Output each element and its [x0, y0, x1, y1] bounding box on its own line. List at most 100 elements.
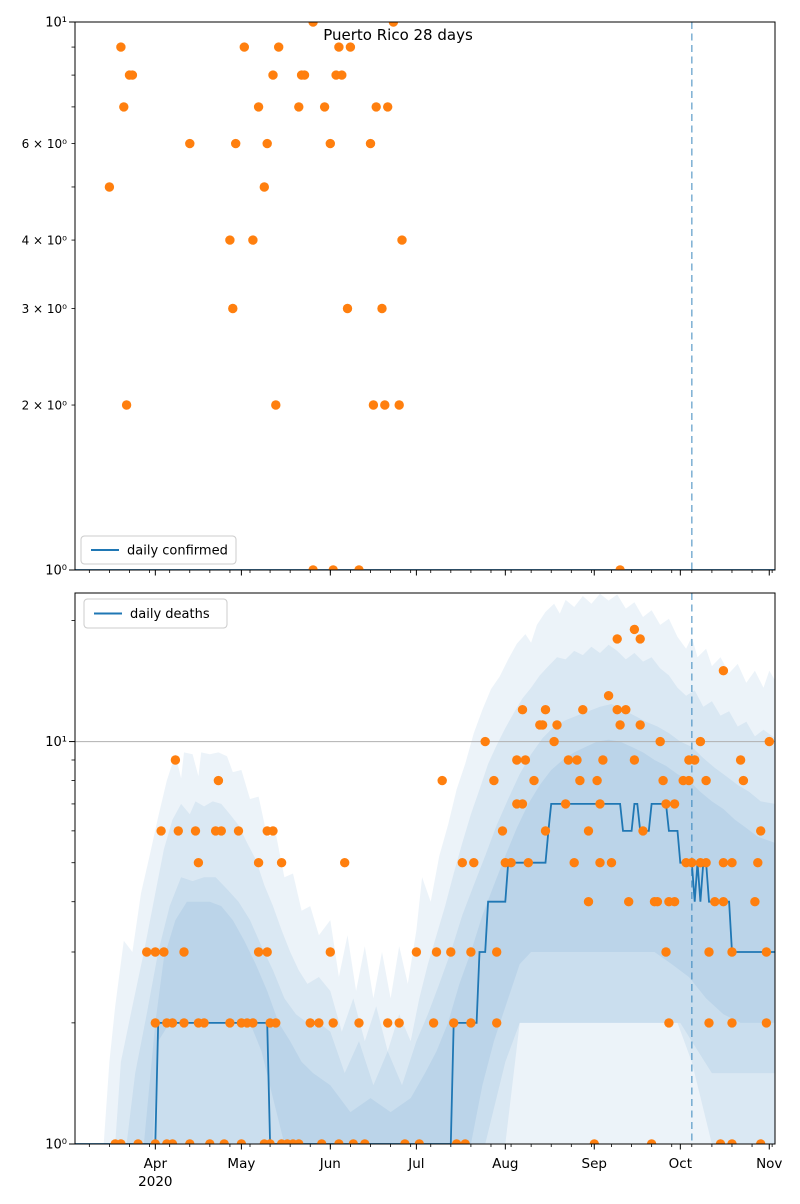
data-point [262, 138, 272, 149]
data-point [595, 799, 605, 809]
data-point [761, 1018, 772, 1028]
data-point [268, 70, 278, 80]
legend-label: daily confirmed [127, 544, 228, 559]
x-tick-label: Oct [669, 1156, 692, 1172]
data-point [265, 1139, 275, 1144]
data-point [271, 1018, 281, 1028]
data-point [629, 624, 640, 635]
data-point [345, 42, 356, 52]
data-point [173, 826, 183, 836]
plot-area [75, 593, 775, 1144]
data-point [179, 1018, 189, 1028]
axes-frame [74, 21, 776, 571]
data-point [167, 1018, 178, 1028]
x-axis-year-label: 2020 [138, 1174, 172, 1190]
data-point [170, 755, 181, 765]
data-point [658, 775, 668, 786]
data-point [308, 565, 318, 570]
data-point [727, 1018, 737, 1028]
data-point [598, 755, 608, 765]
y-tick-label: 6 × 10⁰ [22, 137, 68, 151]
data-point [492, 947, 502, 957]
data-point [328, 565, 338, 570]
axes-frame [74, 592, 776, 1145]
x-tick-label: Apr [144, 1156, 168, 1172]
data-point [690, 755, 700, 765]
data-point [669, 799, 680, 809]
data-point [669, 897, 680, 907]
data-point [466, 1018, 476, 1028]
data-point [764, 736, 774, 747]
data-point [104, 182, 115, 192]
x-tick-label: Jul [407, 1156, 424, 1172]
data-point [635, 634, 645, 644]
legend: daily confirmed [80, 535, 237, 565]
data-point [661, 799, 671, 809]
data-point [248, 235, 258, 245]
data-point [615, 720, 625, 730]
data-point [305, 1018, 315, 1028]
data-point [497, 826, 508, 836]
data-point [190, 826, 201, 836]
data-point [572, 755, 582, 765]
y-tick-label: 10⁰ [45, 1138, 67, 1153]
data-point [431, 947, 442, 957]
x-axis [88, 570, 773, 576]
data-point [446, 947, 456, 957]
data-point [411, 947, 422, 957]
data-point [701, 775, 711, 786]
data-point [480, 736, 490, 747]
data-point [704, 1018, 714, 1028]
data-point [738, 775, 749, 786]
data-point [213, 775, 224, 786]
chart-title: Puerto Rico 28 days [323, 26, 473, 44]
data-point [319, 102, 330, 112]
data-point [150, 947, 160, 957]
x-axis: Apr 2020 May Jun Jul Aug Sep Oct Nov [88, 1144, 782, 1190]
data-point [236, 1139, 247, 1144]
data-point [661, 947, 671, 957]
data-point [578, 705, 588, 715]
data-point [583, 826, 594, 836]
data-point [523, 858, 533, 868]
data-point [383, 1018, 393, 1028]
data-point [179, 947, 189, 957]
data-point [268, 826, 278, 836]
data-point [185, 138, 195, 149]
data-point [517, 705, 528, 715]
data-point [271, 400, 281, 410]
data-point [219, 1139, 229, 1144]
data-point [159, 947, 169, 957]
data-point [228, 303, 238, 314]
data-point [167, 1139, 178, 1144]
data-point [294, 1139, 304, 1144]
data-point [394, 400, 404, 410]
data-point [216, 826, 226, 836]
data-point [606, 858, 617, 868]
data-point [116, 42, 126, 52]
data-point [537, 720, 548, 730]
data-point [612, 705, 622, 715]
bottom-chart: Apr 2020 May Jun Jul Aug Sep Oct Nov 10¹ 10⁰ daily … [45, 592, 782, 1190]
data-point [233, 826, 244, 836]
data-point [492, 1018, 502, 1028]
data-point [710, 897, 720, 907]
data-point [368, 400, 379, 410]
y-tick-label: 10¹ [45, 16, 67, 31]
data-point [276, 858, 287, 868]
data-point [540, 705, 551, 715]
data-point [133, 1139, 143, 1144]
data-point [655, 736, 665, 747]
data-point [540, 826, 551, 836]
plot-area [75, 22, 775, 570]
data-point [552, 720, 562, 730]
data-point [428, 1018, 439, 1028]
data-point [397, 235, 407, 245]
data-point [340, 858, 350, 868]
data-point [569, 858, 579, 868]
data-point [529, 775, 539, 786]
data-point [575, 775, 585, 786]
y-axis: 10¹ 6 × 10⁰ 4 × 10⁰ 3 × 10⁰ 2 × 10⁰ 10⁰ [22, 16, 75, 579]
data-point [348, 1139, 358, 1144]
